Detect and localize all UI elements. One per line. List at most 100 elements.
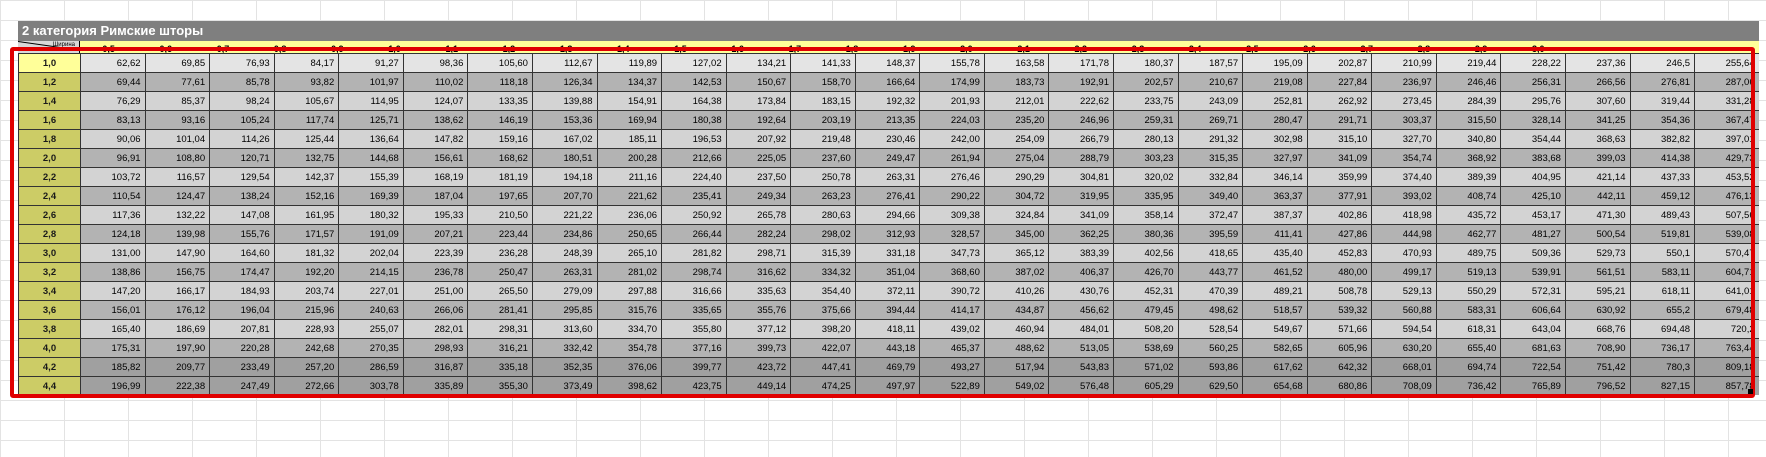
price-cell[interactable]: 480,00 <box>1306 262 1373 282</box>
price-cell[interactable]: 426,70 <box>1113 262 1179 282</box>
price-cell[interactable]: 155,76 <box>209 224 275 244</box>
price-cell[interactable]: 192,91 <box>1048 72 1114 92</box>
price-cell[interactable]: 196,04 <box>209 300 275 320</box>
price-cell[interactable]: 93,82 <box>273 72 340 92</box>
price-cell[interactable]: 236,06 <box>596 205 663 225</box>
price-cell[interactable]: 307,60 <box>1564 91 1631 111</box>
price-cell[interactable]: 254,09 <box>983 129 1050 149</box>
price-cell[interactable]: 156,01 <box>80 300 146 320</box>
price-cell[interactable]: 327,97 <box>1242 148 1308 168</box>
price-cell[interactable]: 187,04 <box>402 186 469 206</box>
price-cell[interactable]: 291,71 <box>1306 110 1373 130</box>
width-header-cell[interactable]: 2,5 <box>1246 44 1259 53</box>
price-cell[interactable]: 275,04 <box>983 148 1050 168</box>
price-cell[interactable]: 127,02 <box>661 53 727 73</box>
price-cell[interactable]: 359,99 <box>1306 167 1373 187</box>
price-cell[interactable]: 134,37 <box>596 72 663 92</box>
price-cell[interactable]: 513,05 <box>1048 338 1114 358</box>
price-cell[interactable]: 84,17 <box>273 53 340 73</box>
price-cell[interactable]: 156,75 <box>144 262 211 282</box>
price-cell[interactable]: 196,99 <box>80 376 146 395</box>
price-cell[interactable]: 175,31 <box>80 338 146 358</box>
price-cell[interactable]: 595,21 <box>1564 281 1631 301</box>
price-cell[interactable]: 576,48 <box>1048 376 1114 395</box>
price-cell[interactable]: 125,71 <box>338 110 404 130</box>
price-cell[interactable]: 489,43 <box>1629 205 1696 225</box>
height-label-cell[interactable]: 2,0 <box>18 148 81 168</box>
price-cell[interactable]: 167,02 <box>531 129 598 149</box>
price-cell[interactable]: 508,20 <box>1113 319 1179 339</box>
price-cell[interactable]: 334,70 <box>596 319 663 339</box>
price-cell[interactable]: 215,96 <box>273 300 340 320</box>
price-cell[interactable]: 280,47 <box>1242 110 1308 130</box>
price-cell[interactable]: 147,08 <box>209 205 275 225</box>
price-cell[interactable]: 641,01 <box>1694 281 1759 301</box>
price-cell[interactable]: 108,80 <box>144 148 211 168</box>
price-cell[interactable]: 470,39 <box>1177 281 1244 301</box>
price-cell[interactable]: 114,95 <box>338 91 404 111</box>
price-cell[interactable]: 303,37 <box>1371 110 1437 130</box>
price-cell[interactable]: 280,13 <box>1113 129 1179 149</box>
price-cell[interactable]: 508,78 <box>1306 281 1373 301</box>
price-cell[interactable]: 354,40 <box>790 281 856 301</box>
price-cell[interactable]: 423,72 <box>725 357 792 377</box>
price-cell[interactable]: 263,31 <box>854 167 921 187</box>
price-cell[interactable]: 500,54 <box>1564 224 1631 244</box>
price-cell[interactable]: 195,33 <box>402 205 469 225</box>
price-cell[interactable]: 372,11 <box>854 281 921 301</box>
price-cell[interactable]: 203,74 <box>273 281 340 301</box>
price-cell[interactable]: 228,22 <box>1500 53 1566 73</box>
price-cell[interactable]: 98,24 <box>209 91 275 111</box>
price-cell[interactable]: 459,12 <box>1629 186 1696 206</box>
price-cell[interactable]: 227,01 <box>338 281 404 301</box>
price-cell[interactable]: 418,11 <box>854 319 921 339</box>
price-cell[interactable]: 242,68 <box>273 338 340 358</box>
price-cell[interactable]: 236,28 <box>467 243 533 263</box>
price-cell[interactable]: 287,06 <box>1694 72 1759 92</box>
price-cell[interactable]: 196,53 <box>661 129 727 149</box>
price-cell[interactable]: 668,01 <box>1371 357 1437 377</box>
price-cell[interactable]: 126,34 <box>531 72 598 92</box>
price-cell[interactable]: 250,92 <box>661 205 727 225</box>
price-cell[interactable]: 295,85 <box>531 300 598 320</box>
price-cell[interactable]: 331,28 <box>1694 91 1759 111</box>
price-cell[interactable]: 280,63 <box>790 205 856 225</box>
price-cell[interactable]: 210,67 <box>1177 72 1244 92</box>
price-cell[interactable]: 281,02 <box>596 262 663 282</box>
price-cell[interactable]: 549,67 <box>1242 319 1308 339</box>
price-cell[interactable]: 269,71 <box>1177 110 1244 130</box>
price-cell[interactable]: 528,54 <box>1177 319 1244 339</box>
width-header-cell[interactable]: 2,4 <box>1188 44 1202 53</box>
price-cell[interactable]: 539,91 <box>1500 262 1566 282</box>
width-header-cell[interactable]: 1,2 <box>502 44 516 53</box>
price-cell[interactable]: 173,84 <box>725 91 792 111</box>
price-cell[interactable]: 414,38 <box>1629 148 1696 168</box>
price-cell[interactable]: 583,31 <box>1435 300 1502 320</box>
price-cell[interactable]: 230,46 <box>854 129 921 149</box>
price-cell[interactable]: 237,60 <box>790 148 856 168</box>
price-cell[interactable]: 655,2 <box>1629 300 1696 320</box>
price-cell[interactable]: 347,73 <box>919 243 985 263</box>
price-cell[interactable]: 246,46 <box>1435 72 1502 92</box>
price-cell[interactable]: 453,52 <box>1694 167 1759 187</box>
price-cell[interactable]: 471,30 <box>1564 205 1631 225</box>
price-cell[interactable]: 265,78 <box>725 205 792 225</box>
price-cell[interactable]: 180,32 <box>338 205 404 225</box>
price-cell[interactable]: 809,18 <box>1694 357 1759 377</box>
price-cell[interactable]: 421,14 <box>1564 167 1631 187</box>
price-cell[interactable]: 164,38 <box>661 91 727 111</box>
price-cell[interactable]: 291,32 <box>1177 129 1244 149</box>
price-cell[interactable]: 263,31 <box>531 262 598 282</box>
price-cell[interactable]: 110,54 <box>80 186 146 206</box>
price-cell[interactable]: 437,33 <box>1629 167 1696 187</box>
price-cell[interactable]: 561,51 <box>1564 262 1631 282</box>
price-cell[interactable]: 124,07 <box>402 91 469 111</box>
price-cell[interactable]: 124,18 <box>80 224 146 244</box>
price-cell[interactable]: 679,48 <box>1694 300 1759 320</box>
price-cell[interactable]: 423,75 <box>661 376 727 395</box>
price-cell[interactable]: 303,23 <box>1113 148 1179 168</box>
price-cell[interactable]: 368,60 <box>919 262 985 282</box>
price-cell[interactable]: 406,37 <box>1048 262 1114 282</box>
price-cell[interactable]: 262,92 <box>1306 91 1373 111</box>
price-cell[interactable]: 374,40 <box>1371 167 1437 187</box>
